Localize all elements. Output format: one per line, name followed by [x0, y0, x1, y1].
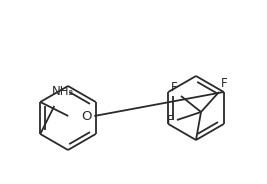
Text: NH₂: NH₂: [52, 85, 74, 98]
Text: F: F: [167, 114, 174, 127]
Text: F: F: [171, 81, 178, 94]
Text: F: F: [221, 77, 228, 90]
Text: O: O: [81, 109, 92, 123]
